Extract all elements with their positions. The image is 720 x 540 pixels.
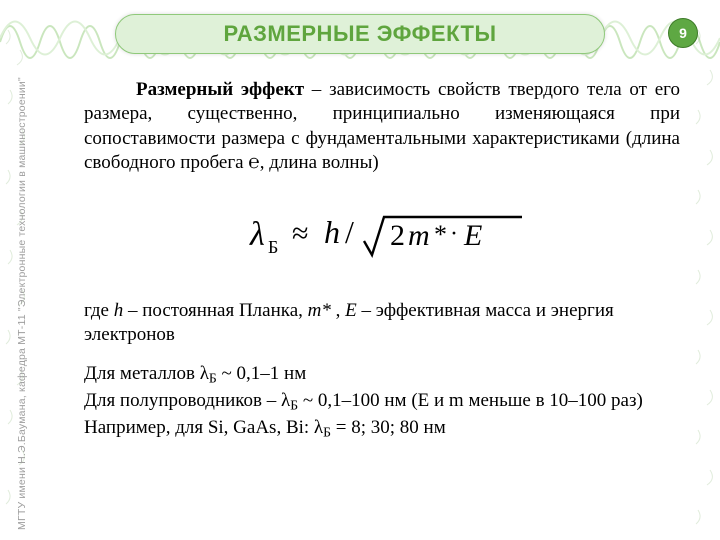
- svg-text:E: E: [463, 219, 482, 252]
- where-mid1: – постоянная Планка,: [123, 300, 307, 321]
- slide-title-pill: РАЗМЕРНЫЕ ЭФФЕКТЫ: [115, 14, 605, 54]
- svg-text:Б: Б: [268, 237, 278, 257]
- where-m: m*: [308, 300, 331, 321]
- p3-l1-sub: Б: [209, 371, 217, 386]
- where-pre: где: [84, 300, 114, 321]
- svg-text:·: ·: [450, 221, 458, 247]
- where-sep: ,: [331, 300, 345, 321]
- slide-content: Размерный эффект – зависимость свойств т…: [84, 78, 680, 442]
- formula-block: λ Б ≈ h / 2 m * · E: [84, 203, 680, 274]
- p3-l1-b: ~ 0,1–1 нм: [217, 363, 306, 384]
- p3-l3-a: Например, для Si, GaAs, Bi: λ: [84, 417, 323, 438]
- p3-l2-a: Для полупроводников – λ: [84, 390, 290, 411]
- bg-marks-right: [680, 0, 720, 540]
- slide-title: РАЗМЕРНЫЕ ЭФФЕКТЫ: [223, 21, 496, 47]
- svg-text:h: h: [324, 214, 340, 250]
- svg-text:*: *: [434, 220, 447, 249]
- formula-svg: λ Б ≈ h / 2 m * · E: [232, 203, 532, 267]
- page-number-badge: 9: [668, 18, 698, 48]
- p3-l2-b: ~ 0,1–100 нм (E и m меньше в 10–100 раз): [298, 390, 643, 411]
- svg-text:/: /: [345, 214, 354, 250]
- definition-paragraph: Размерный эффект – зависимость свойств т…: [84, 78, 680, 175]
- where-E: E: [345, 300, 357, 321]
- page-number: 9: [679, 25, 687, 41]
- p3-l3-sub: Б: [323, 424, 331, 439]
- svg-text:2: 2: [390, 219, 405, 252]
- svg-text:λ: λ: [249, 216, 265, 253]
- slide: РАЗМЕРНЫЕ ЭФФЕКТЫ 9 МГТУ имени Н.Э.Баума…: [0, 0, 720, 540]
- values-paragraph: Для металлов λБ ~ 0,1–1 нм Для полупрово…: [84, 361, 680, 442]
- where-h: h: [114, 300, 124, 321]
- p3-l3-b: = 8; 30; 80 нм: [331, 417, 446, 438]
- p3-l1-a: Для металлов λ: [84, 363, 209, 384]
- p3-l2-sub: Б: [290, 397, 298, 412]
- term-bold: Размерный эффект: [136, 79, 304, 100]
- side-credit-text: МГТУ имени Н.Э.Баумана, кафедра МТ-11 "Э…: [16, 77, 28, 530]
- where-paragraph: где h – постоянная Планка, m* , E – эффе…: [84, 299, 680, 348]
- svg-text:≈: ≈: [292, 217, 308, 250]
- svg-text:m: m: [408, 219, 430, 252]
